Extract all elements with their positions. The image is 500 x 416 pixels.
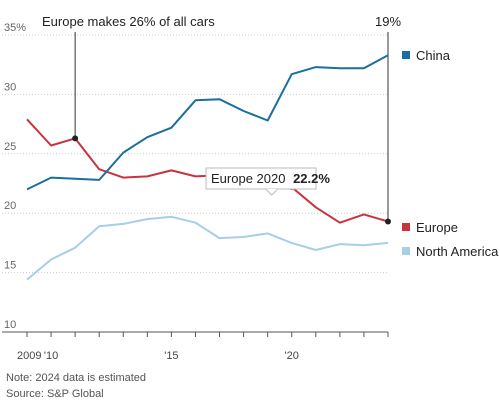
annotation-2024-value: 19% [375, 14, 401, 29]
x-tick-label-2: '15 [164, 350, 178, 362]
series-line-china [26, 54, 389, 191]
legend-label-china: China [416, 48, 451, 63]
y-tick-label-1: 30 [4, 81, 16, 93]
tooltip-text: Europe 2020 22.2% [211, 171, 330, 186]
annotation-europe-share: Europe makes 26% of all cars [42, 14, 215, 29]
y-tick-label-5: 10 [4, 319, 16, 331]
tooltip-label: Europe 2020 [211, 171, 285, 186]
tooltip: Europe 2020 22.2% [205, 167, 330, 196]
legend: China Europe North America [402, 48, 499, 259]
chart-note: Note: 2024 data is estimated [6, 372, 147, 384]
legend-label-north-america: North America [416, 244, 499, 259]
x-tick-label-0: 2009 [17, 350, 41, 362]
x-tick-label-1: '10 [44, 350, 58, 362]
series-line-north-america [26, 215, 389, 281]
tooltip-box [205, 167, 317, 190]
chart-source: Source: S&P Global [6, 388, 104, 400]
legend-label-europe: Europe [416, 220, 458, 235]
legend-swatch-north-america [402, 247, 410, 255]
axes: 35% 30 25 20 15 10 2009'10 '15 '20 [2, 22, 389, 362]
grid-lines [2, 34, 388, 274]
series-lines [26, 54, 389, 281]
annotations: Europe makes 26% of all cars 19% [42, 14, 401, 222]
annotation-marker-1 [385, 218, 391, 225]
annotation-marker-0 [72, 135, 79, 142]
y-tick-label-2: 25 [4, 141, 16, 153]
legend-swatch-europe [402, 223, 410, 231]
x-tick-label-3: '20 [285, 350, 299, 362]
tooltip-pointer [265, 188, 279, 196]
tooltip-value: 22.2% [293, 171, 330, 186]
y-tick-label-0: 35% [4, 22, 26, 34]
y-tick-label-3: 20 [4, 200, 16, 212]
y-tick-label-4: 15 [4, 260, 16, 272]
legend-swatch-china [402, 51, 410, 59]
